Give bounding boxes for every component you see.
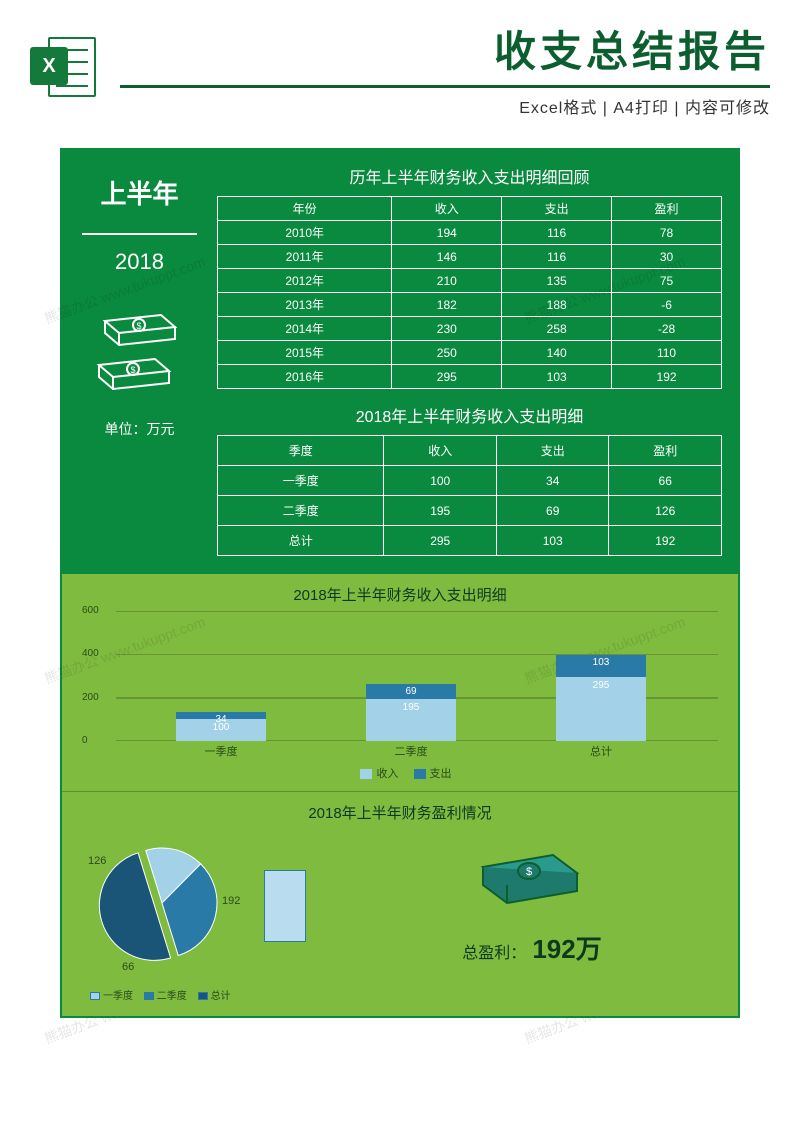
- bar-chart: 0 200 400 600 10034一季度19569二季度295103总计: [82, 611, 718, 761]
- col-expense: 支出: [502, 197, 612, 221]
- table-row: 一季度1003466: [218, 466, 722, 496]
- col-profit: 盈利: [609, 436, 722, 466]
- subtitle: Excel格式 | A4打印 | 内容可修改: [120, 94, 770, 118]
- halfyear-label: 上半年: [100, 174, 178, 211]
- profit-label: 总盈利：192万: [462, 929, 601, 966]
- bar-legend: 收入 支出: [82, 761, 718, 785]
- table-row: 2011年14611630: [218, 245, 722, 269]
- history-table: 年份 收入 支出 盈利 2010年19411678 2011年14611630 …: [217, 196, 722, 389]
- y-tick: 200: [82, 692, 99, 703]
- excel-icon: X: [30, 33, 100, 103]
- col-income: 收入: [392, 197, 502, 221]
- pie-label: 192: [222, 895, 240, 907]
- svg-text:$: $: [526, 866, 532, 878]
- col-profit: 盈利: [612, 197, 722, 221]
- year-label: 2018: [115, 249, 164, 275]
- main-title: 收支总结报告: [120, 18, 770, 79]
- col-income: 收入: [384, 436, 497, 466]
- pie-label: 66: [122, 961, 134, 973]
- col-expense: 支出: [496, 436, 609, 466]
- y-tick: 600: [82, 605, 99, 616]
- pie-legend: 一季度 二季度 总计: [82, 981, 718, 1002]
- quarter-table: 季度 收入 支出 盈利 一季度1003466 二季度19569126 总计295…: [217, 435, 722, 556]
- table-row: 二季度19569126: [218, 496, 722, 526]
- quarter-table-title: 2018年上半年财务收入支出明细: [217, 403, 722, 427]
- money-icon: $: [477, 847, 587, 917]
- money-icon: $ $: [95, 307, 185, 407]
- svg-text:$: $: [130, 365, 135, 375]
- pulled-slice-icon: [264, 870, 306, 942]
- table-row: 2014年230258-28: [218, 317, 722, 341]
- report-sheet: 上半年 2018 $: [60, 148, 740, 1018]
- col-quarter: 季度: [218, 436, 384, 466]
- col-year: 年份: [218, 197, 392, 221]
- table-row: 2016年295103192: [218, 365, 722, 389]
- y-tick: 400: [82, 648, 99, 659]
- table-row: 2013年182188-6: [218, 293, 722, 317]
- pie-chart: 126 66 192: [82, 831, 252, 981]
- bar-chart-title: 2018年上半年财务收入支出明细: [82, 584, 718, 605]
- table-row: 2015年250140110: [218, 341, 722, 365]
- bar-chart-section: 2018年上半年财务收入支出明细 0 200 400 600 10034一季度1…: [62, 574, 738, 791]
- table-row: 总计295103192: [218, 526, 722, 556]
- y-tick: 0: [82, 735, 88, 746]
- pie-chart-section: 2018年上半年财务盈利情况 126 66 192 $: [62, 791, 738, 1016]
- pie-label: 126: [88, 855, 106, 867]
- left-sidebar: 上半年 2018 $: [62, 150, 217, 574]
- unit-label: 单位：万元: [105, 419, 175, 439]
- pie-chart-title: 2018年上半年财务盈利情况: [82, 802, 718, 823]
- page-header: X 收支总结报告 Excel格式 | A4打印 | 内容可修改: [0, 0, 800, 128]
- history-table-title: 历年上半年财务收入支出明细回顾: [217, 164, 722, 188]
- svg-text:$: $: [136, 321, 141, 331]
- table-row: 2012年21013575: [218, 269, 722, 293]
- table-row: 2010年19411678: [218, 221, 722, 245]
